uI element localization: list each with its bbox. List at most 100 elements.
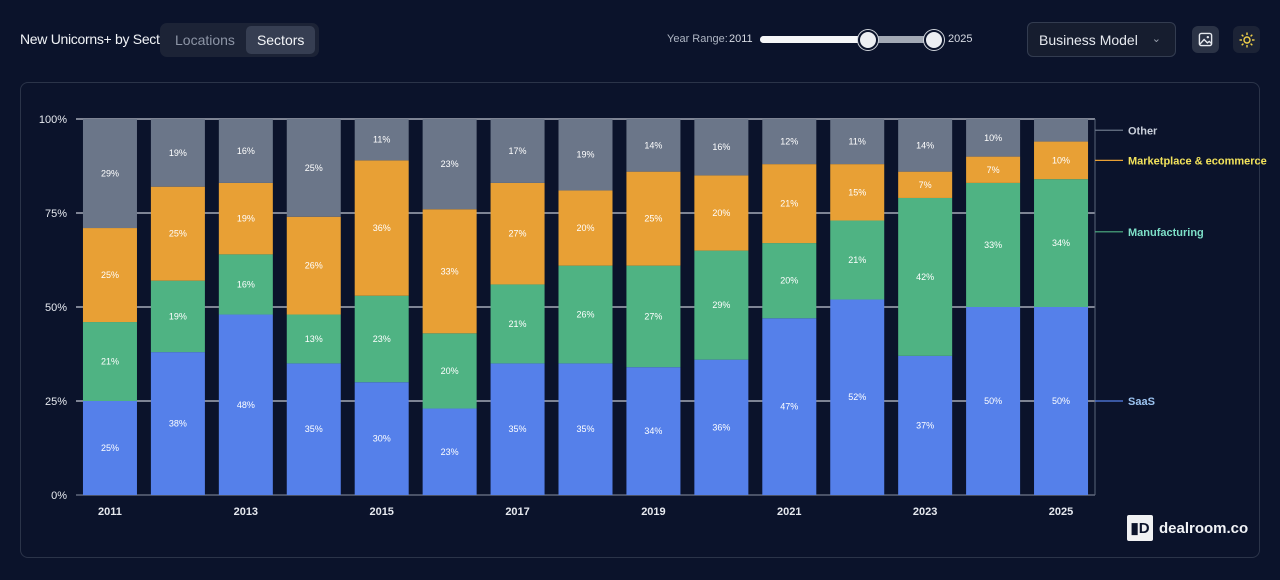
dealroom-logo: ▮D dealroom.co <box>1127 515 1248 541</box>
bar-segment-other <box>286 119 341 217</box>
data-label: 25% <box>101 443 119 453</box>
x-tick-label: 2019 <box>641 506 665 518</box>
bar-segment-manufacturing <box>762 243 817 319</box>
bar-segment-other <box>150 119 205 187</box>
data-label: 19% <box>237 214 255 224</box>
data-label: 21% <box>101 357 119 367</box>
bar-segment-manufacturing <box>82 322 137 401</box>
bar-segment-marketplace <box>354 160 409 296</box>
data-label: 26% <box>305 261 323 271</box>
bar-segment-saas <box>422 408 477 495</box>
data-label: 19% <box>576 150 594 160</box>
bar-segment-marketplace <box>558 190 613 266</box>
data-label: 16% <box>712 142 730 152</box>
bar-segment-saas <box>830 299 885 495</box>
data-label: 33% <box>984 240 1002 250</box>
bar-segment-manufacturing <box>150 280 205 353</box>
data-label: 37% <box>916 420 934 430</box>
bar-segment-manufacturing <box>898 197 953 356</box>
legend-label-other: Other <box>1128 125 1158 137</box>
data-label: 30% <box>373 434 391 444</box>
data-label: 35% <box>305 424 323 434</box>
data-label: 20% <box>441 366 459 376</box>
slider-handle-end[interactable] <box>924 30 944 50</box>
group-by-dropdown[interactable]: Business Model ⌄ <box>1027 22 1176 57</box>
bar-segment-manufacturing <box>694 250 749 360</box>
data-label: 34% <box>1052 238 1070 248</box>
data-label: 10% <box>1052 155 1070 165</box>
data-label: 50% <box>1052 396 1070 406</box>
bar-segment-saas <box>286 363 341 495</box>
data-label: 20% <box>780 276 798 286</box>
dropdown-value: Business Model <box>1039 31 1138 48</box>
data-label: 29% <box>712 300 730 310</box>
data-label: 11% <box>373 135 390 145</box>
bar-segment-manufacturing <box>354 295 409 383</box>
bar-segment-manufacturing <box>218 254 273 315</box>
data-label: 10% <box>984 133 1002 143</box>
bar-segment-other <box>82 119 137 229</box>
data-label: 36% <box>712 422 730 432</box>
y-tick-label: 100% <box>39 114 67 126</box>
slider-handle-mid[interactable] <box>857 30 878 50</box>
bar-segment-other <box>1034 119 1089 142</box>
tab-sectors[interactable]: Sectors <box>245 26 316 54</box>
bar-segment-marketplace <box>1034 141 1089 180</box>
bar-segment-other <box>830 119 885 165</box>
bar-segment-marketplace <box>422 209 477 334</box>
data-label: 27% <box>644 311 662 321</box>
year-range-max: 2025 <box>948 33 973 45</box>
data-label: 23% <box>441 159 459 169</box>
dealroom-logo-text: dealroom.co <box>1159 519 1249 537</box>
bar-segment-manufacturing <box>966 182 1021 307</box>
x-tick-label: 2013 <box>234 506 258 518</box>
bar-segment-marketplace <box>830 164 885 221</box>
bar-segment-marketplace <box>626 171 681 266</box>
data-label: 47% <box>780 402 798 412</box>
data-label: 52% <box>848 392 866 402</box>
image-icon <box>1198 32 1213 47</box>
bar-segment-saas <box>966 307 1021 495</box>
bar-segment-marketplace <box>490 182 545 285</box>
data-label: 21% <box>509 319 527 329</box>
legend-label-marketplace: Marketplace & ecommerce <box>1128 155 1267 167</box>
data-label: 35% <box>576 424 594 434</box>
data-label: 16% <box>237 279 255 289</box>
data-label: 19% <box>169 148 187 158</box>
data-label: 15% <box>848 187 866 197</box>
sun-icon <box>1239 32 1254 47</box>
data-label: 25% <box>305 163 323 173</box>
bar-segment-other <box>354 119 409 161</box>
bar-segment-marketplace <box>218 182 273 255</box>
slider-fill <box>760 36 868 43</box>
bar-segment-saas <box>218 314 273 495</box>
bar-segment-saas <box>490 363 545 495</box>
data-label: 19% <box>169 311 187 321</box>
data-label: 11% <box>849 137 866 147</box>
bar-segment-saas <box>762 318 817 495</box>
data-label: 7% <box>987 165 1000 175</box>
data-label: 27% <box>509 229 527 239</box>
data-label: 23% <box>441 447 459 457</box>
x-tick-label: 2023 <box>913 506 937 518</box>
y-tick-label: 50% <box>45 302 67 314</box>
legend-label-saas: SaaS <box>1128 396 1155 408</box>
bar-segment-manufacturing <box>490 284 545 364</box>
data-label: 21% <box>780 199 798 209</box>
x-tick-label: 2021 <box>777 506 801 518</box>
theme-toggle-button[interactable] <box>1233 26 1260 53</box>
bar-segment-saas <box>150 352 205 495</box>
bar-segment-marketplace <box>694 175 749 251</box>
bar-segment-manufacturing <box>558 265 613 364</box>
year-range-label: Year Range: <box>667 33 728 45</box>
bar-segment-marketplace <box>966 156 1021 183</box>
bar-segment-marketplace <box>82 228 137 323</box>
bar-segment-saas <box>694 359 749 495</box>
export-image-button[interactable] <box>1192 26 1219 53</box>
tab-locations[interactable]: Locations <box>175 32 235 48</box>
chevron-down-icon: ⌄ <box>1151 33 1161 45</box>
data-label: 48% <box>237 400 255 410</box>
data-label: 12% <box>780 137 798 147</box>
year-range-slider[interactable] <box>760 36 934 43</box>
